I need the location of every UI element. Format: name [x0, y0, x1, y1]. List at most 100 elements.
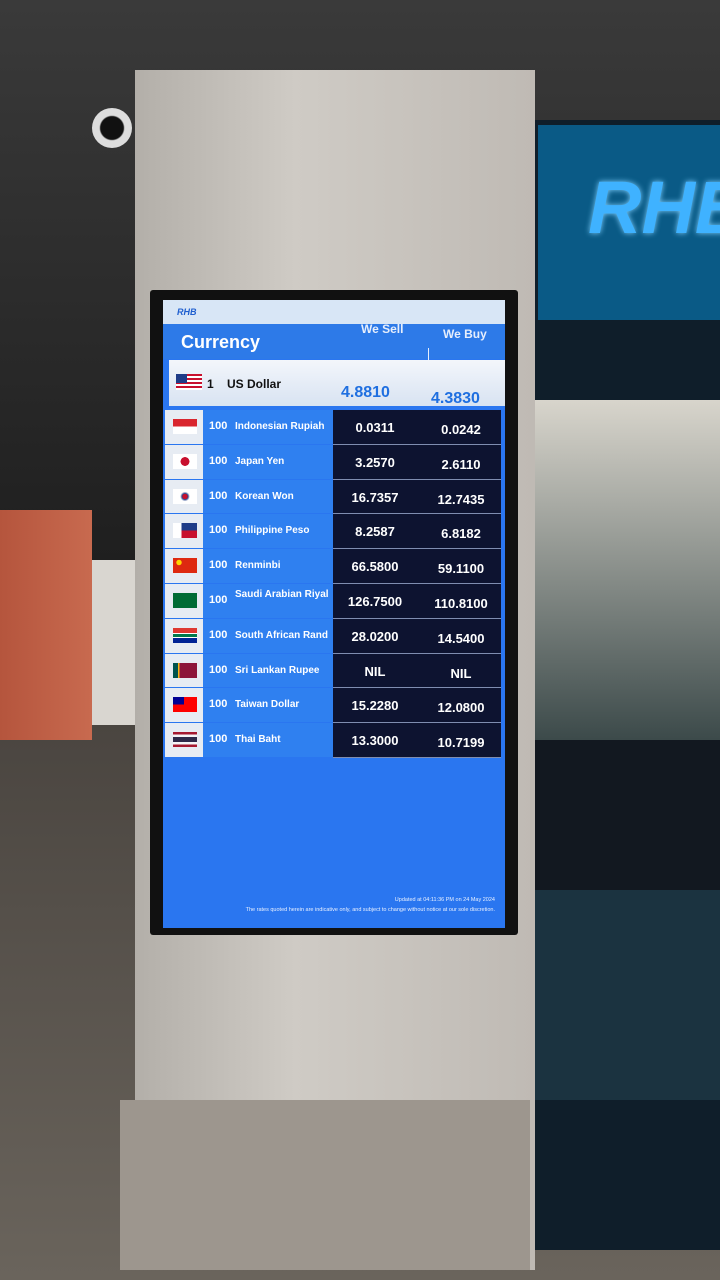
sell-rate: 8.2587 [355, 524, 395, 540]
name-cell [203, 723, 333, 757]
rate-cell [333, 584, 501, 619]
flag [173, 453, 197, 469]
header: Currency [163, 324, 505, 359]
currency-name: Korean Won [235, 490, 294, 502]
sell-heading: We Sell [361, 322, 404, 336]
flag [173, 593, 197, 608]
counter [530, 740, 720, 890]
sell-rate: NIL [364, 663, 386, 679]
name-cell [203, 653, 333, 688]
sell-rate: 66.5800 [351, 559, 399, 575]
name-cell [203, 410, 333, 444]
buy-rate: NIL [450, 665, 472, 681]
buy-rate: 59.1100 [437, 561, 485, 577]
security-camera [92, 108, 132, 148]
rate-cell [333, 618, 501, 654]
rate-row: 100 Japan Yen 3.2570 2.6110 [165, 444, 501, 480]
name-cell [203, 549, 333, 583]
flag [173, 488, 197, 504]
unit: 100 [209, 524, 228, 537]
currency-name: Thai Baht [235, 734, 281, 746]
currency-name: Saudi Arabian Riyal [235, 589, 329, 600]
rate-cell [333, 444, 501, 480]
sell-rate: 3.2570 [355, 454, 395, 470]
unit: 100 [209, 489, 228, 502]
flag [176, 374, 202, 390]
buy-rate: 10.7199 [437, 735, 485, 751]
pillar-base [120, 1100, 530, 1270]
rate-cell [333, 688, 501, 724]
rate-cell [333, 479, 501, 515]
store-panel [525, 890, 720, 1100]
rate-cell [333, 723, 501, 758]
buy-heading: We Buy [443, 327, 487, 341]
rate-cell [333, 653, 501, 689]
flag [173, 662, 197, 678]
name-cell [203, 514, 333, 549]
name-cell [203, 618, 333, 653]
rate-row: 100 Saudi Arabian Riyal 126.7500 110.8100 [165, 584, 501, 619]
flag-canton [176, 374, 187, 383]
sell-rate: 28.0200 [351, 628, 399, 644]
currency-name: Sri Lankan Rupee [235, 664, 320, 676]
rate-row: 100 South African Rand 28.0200 14.5400 [165, 618, 501, 654]
buy-rate: 12.7435 [437, 491, 485, 507]
rate-board: RHB Currency We Sell We Buy 1 US Dollar … [163, 300, 505, 928]
sell-rate: 126.7500 [347, 594, 403, 609]
unit: 100 [209, 420, 228, 432]
name-cell [203, 584, 333, 618]
currency-name: Japan Yen [235, 455, 285, 467]
rate-cell [333, 514, 501, 550]
flag [173, 627, 197, 643]
flag [173, 419, 197, 434]
buy-rate: 2.6110 [441, 456, 481, 472]
unit: 1 [207, 377, 214, 391]
featured-row: 1 US Dollar 4.8810 4.3830 [169, 360, 505, 407]
disclaimer: The rates quoted herein are indicative o… [245, 907, 495, 913]
currency-name: South African Rand [235, 629, 328, 641]
buy-rate: 110.8100 [434, 596, 488, 611]
buy-rate: 12.0800 [437, 700, 485, 716]
unit: 100 [209, 698, 228, 711]
unit: 100 [209, 663, 228, 676]
buy-rate: 0.0242 [441, 422, 481, 437]
rate-cell [333, 410, 501, 445]
rate-row: 100 Philippine Peso 8.2587 6.8182 [165, 514, 501, 550]
corridor [92, 560, 137, 725]
buy-rate: 14.5400 [437, 630, 485, 646]
sell-rate: 0.0311 [355, 420, 395, 435]
name-cell [203, 444, 333, 479]
sign-text: RHB [588, 166, 720, 249]
rate-cell [333, 549, 501, 584]
currency-name: US Dollar [227, 377, 282, 391]
sell-rate: 4.8810 [341, 384, 390, 401]
unit: 100 [209, 733, 228, 746]
sell-rate: 13.3000 [351, 733, 399, 749]
currency-name: Indonesian Rupiah [235, 421, 325, 432]
sell-rate: 16.7357 [351, 489, 399, 505]
updated-note: Updated at 04:11:36 PM on 24 May 2024 [394, 897, 495, 903]
buy-rate: 6.8182 [441, 526, 481, 542]
top-bar: RHB [163, 300, 505, 324]
flag [173, 732, 197, 748]
buy-rate: 4.3830 [431, 390, 480, 407]
unit: 100 [209, 628, 228, 641]
separator [428, 348, 429, 364]
unit: 100 [209, 454, 228, 467]
rate-row: 100 Korean Won 16.7357 12.7435 [165, 479, 501, 515]
flag [173, 697, 197, 713]
rate-row: 100 Renminbi 66.5800 59.1100 [165, 549, 501, 584]
name-cell [203, 479, 333, 514]
store-sign: RHB [538, 125, 720, 320]
unit: 100 [209, 559, 228, 572]
store-interior [535, 400, 720, 740]
currency-name: Renminbi [235, 560, 281, 572]
rate-row: 100 Indonesian Rupiah 0.0311 0.0242 [165, 410, 501, 445]
rate-row: 100 Taiwan Dollar 15.2280 12.0800 [165, 688, 501, 724]
header-title: Currency [181, 332, 261, 352]
name-cell [203, 688, 333, 723]
flag [173, 523, 197, 539]
currency-name: Taiwan Dollar [235, 699, 300, 711]
rate-row: 100 Thai Baht 13.3000 10.7199 [165, 723, 501, 758]
